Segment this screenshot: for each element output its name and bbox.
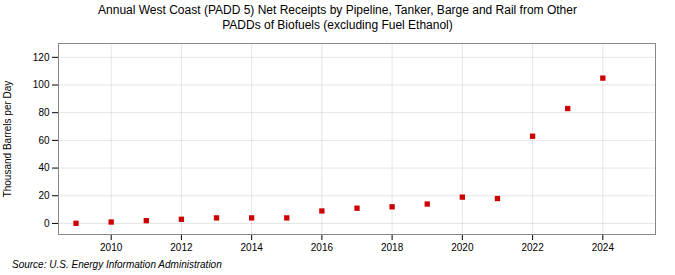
html-text:Source: U.S. Energy Informatio: Source: U.S. Energy Information Administ… <box>12 259 222 270</box>
svg-text:2020: 2020 <box>451 242 474 253</box>
svg-text:40: 40 <box>38 162 50 173</box>
svg-text:120: 120 <box>33 52 50 63</box>
svg-text:Thousand Barrels per Day: Thousand Barrels per Day <box>2 81 13 198</box>
svg-text:20: 20 <box>38 190 50 201</box>
svg-text:100: 100 <box>33 79 50 90</box>
html-text:Annual West Coast (PADD 5) Net: Annual West Coast (PADD 5) Net Receipts … <box>98 3 577 32</box>
svg-text:2022: 2022 <box>521 242 544 253</box>
svg-text:2014: 2014 <box>241 242 264 253</box>
svg-text:2012: 2012 <box>170 242 193 253</box>
svg-text:2010: 2010 <box>100 242 123 253</box>
svg-text:2024: 2024 <box>592 242 615 253</box>
svg-text:2016: 2016 <box>311 242 334 253</box>
svg-text:60: 60 <box>38 135 50 146</box>
svg-text:2018: 2018 <box>381 242 404 253</box>
svg-text:0: 0 <box>44 218 50 229</box>
svg-text:80: 80 <box>38 107 50 118</box>
